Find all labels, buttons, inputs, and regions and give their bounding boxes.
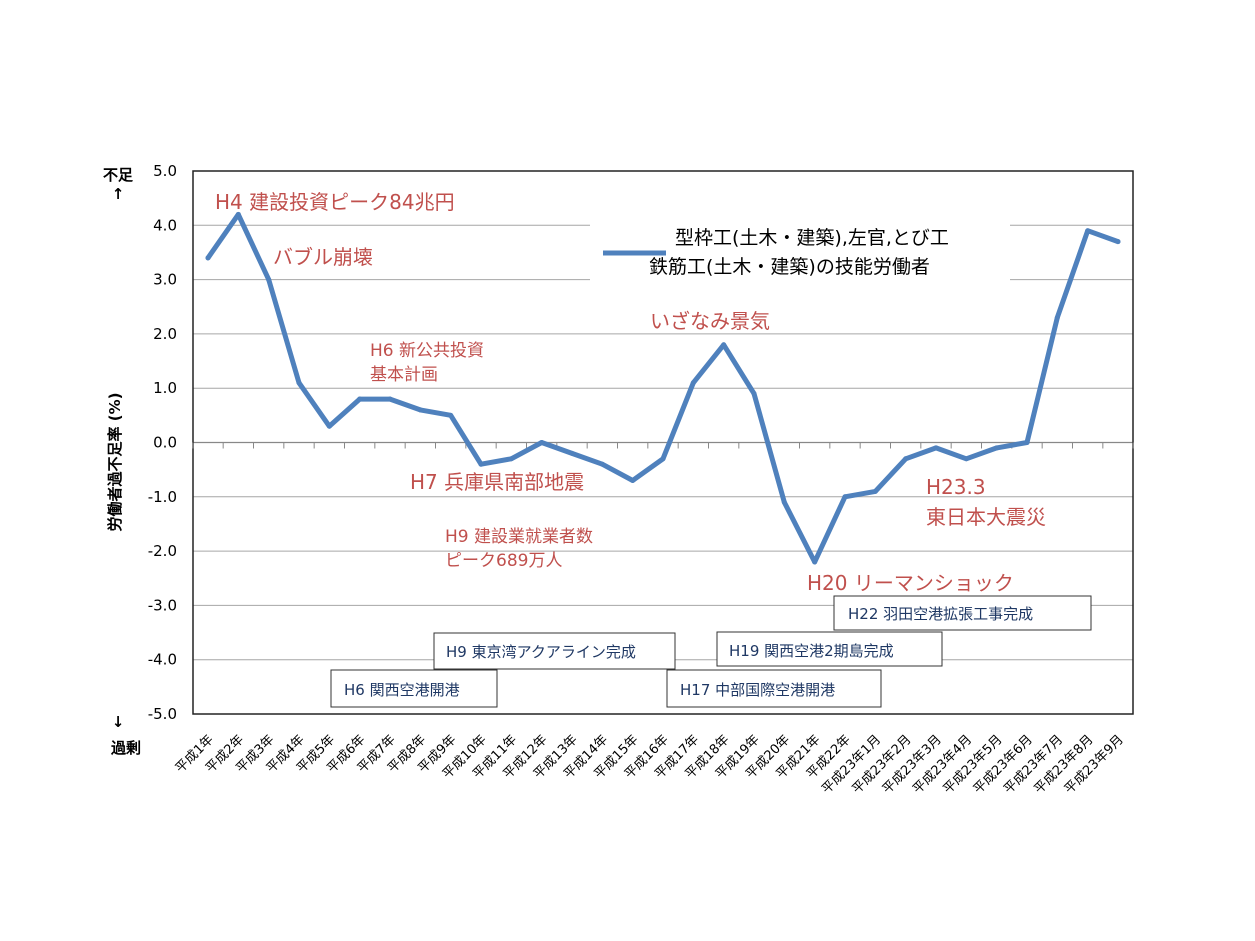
annotation-box-kansai-second-island-text: H19 関西空港2期島完成 xyxy=(729,642,894,660)
annotation-public-investment-line1: H6 新公共投資 xyxy=(370,341,484,361)
data-point xyxy=(326,423,332,429)
data-point xyxy=(812,559,818,565)
data-point xyxy=(872,488,878,494)
data-point xyxy=(690,380,696,386)
top-label-line1: 不足 xyxy=(103,166,134,184)
data-point xyxy=(357,396,363,402)
data-point xyxy=(842,494,848,500)
annotation-box-haneda-expansion: H22 羽田空港拡張工事完成 xyxy=(833,595,1092,631)
y-axis-label: 労働者過不足率 (%) xyxy=(106,393,124,532)
y-tick-label: -5.0 xyxy=(148,705,177,723)
y-tick-label: 5.0 xyxy=(153,162,177,180)
annotations-red: H4 建設投資ピーク84兆円 バブル崩壊 H6 新公共投資 基本計画 H7 兵庫… xyxy=(215,190,1046,595)
legend-label-line2: 鉄筋工(土木・建築)の技能労働者 xyxy=(649,256,930,278)
annotation-lehman-shock: H20 リーマンショック xyxy=(807,571,1014,595)
annotation-box-kansai-airport-text: H6 関西空港開港 xyxy=(344,681,460,699)
data-point xyxy=(266,277,272,283)
data-point xyxy=(1024,440,1030,445)
bottom-label-line2: 過剰 xyxy=(110,739,141,757)
annotation-workers-peak-line2: ピーク689万人 xyxy=(445,551,562,571)
annotation-great-east-japan-earthquake: 東日本大震災 xyxy=(926,505,1046,529)
data-point xyxy=(933,445,939,451)
data-point xyxy=(539,440,545,445)
y-tick-label: 0.0 xyxy=(153,434,177,452)
data-point xyxy=(599,461,605,467)
annotation-workers-peak-line1: H9 建設業就業者数 xyxy=(445,527,593,547)
annotation-box-kansai-airport: H6 関西空港開港 xyxy=(330,669,498,708)
data-point xyxy=(630,478,636,484)
bottom-label-line1: ↓ xyxy=(112,713,125,731)
annotation-h23-3: H23.3 xyxy=(926,475,986,499)
series-layer xyxy=(205,211,1121,565)
y-tick-label: -1.0 xyxy=(148,488,177,506)
data-point xyxy=(1085,228,1091,234)
annotation-box-aqualine: H9 東京湾アクアライン完成 xyxy=(433,632,676,670)
data-point xyxy=(1054,315,1060,321)
annotation-bubble-collapse: バブル崩壊 xyxy=(273,245,373,269)
y-tick-label: 2.0 xyxy=(153,325,177,343)
data-point xyxy=(903,456,909,462)
annotation-construction-peak: H4 建設投資ピーク84兆円 xyxy=(215,190,455,214)
y-tick-label: -2.0 xyxy=(148,542,177,560)
top-label-line2: ↑ xyxy=(112,185,125,203)
data-point xyxy=(478,461,484,467)
data-point xyxy=(781,499,787,505)
data-point xyxy=(417,407,423,413)
annotation-public-investment-line2: 基本計画 xyxy=(370,365,438,385)
data-point xyxy=(205,255,211,261)
legend: 型枠工(土木・建築),左官,とび工 鉄筋工(土木・建築)の技能労働者 xyxy=(590,215,1010,287)
x-tick-labels: 平成1年平成2年平成3年平成4年平成5年平成6年平成7年平成8年平成9年平成10… xyxy=(173,732,1127,797)
data-point xyxy=(569,450,575,456)
y-tick-label: 4.0 xyxy=(153,216,177,234)
data-point xyxy=(1115,239,1121,245)
y-tick-label: -4.0 xyxy=(148,651,177,669)
y-tick-label: 3.0 xyxy=(153,271,177,289)
data-point xyxy=(448,412,454,418)
annotation-box-aqualine-text: H9 東京湾アクアライン完成 xyxy=(446,643,636,661)
annotation-box-centrair-text: H17 中部国際空港開港 xyxy=(680,681,835,699)
data-point xyxy=(508,456,514,462)
data-point xyxy=(751,391,757,397)
data-point xyxy=(660,456,666,462)
legend-label-line1: 型枠工(土木・建築),左官,とび工 xyxy=(675,227,949,249)
data-point xyxy=(387,396,393,402)
y-tick-label: 1.0 xyxy=(153,379,177,397)
x-tick-marks xyxy=(192,442,1134,449)
annotation-box-haneda-expansion-text: H22 羽田空港拡張工事完成 xyxy=(848,605,1033,623)
annotation-izanami-boom: いざなみ景気 xyxy=(650,309,770,333)
data-point xyxy=(235,211,241,217)
data-point xyxy=(963,456,969,462)
data-point xyxy=(721,342,727,348)
data-point xyxy=(296,380,302,386)
annotation-box-centrair: H17 中部国際空港開港 xyxy=(666,669,882,708)
bottom-label: ↓ 過剰 xyxy=(110,713,141,757)
top-label: 不足 ↑ xyxy=(103,166,134,203)
y-tick-label: -3.0 xyxy=(148,596,177,614)
annotation-hanshin-earthquake: H7 兵庫県南部地震 xyxy=(410,470,584,494)
annotation-box-kansai-second-island: H19 関西空港2期島完成 xyxy=(716,631,943,667)
data-point xyxy=(994,445,1000,451)
y-tick-labels: 5.0 4.0 3.0 2.0 1.0 0.0 -1.0 -2.0 -3.0 -4.0 -5.0 xyxy=(148,162,177,723)
